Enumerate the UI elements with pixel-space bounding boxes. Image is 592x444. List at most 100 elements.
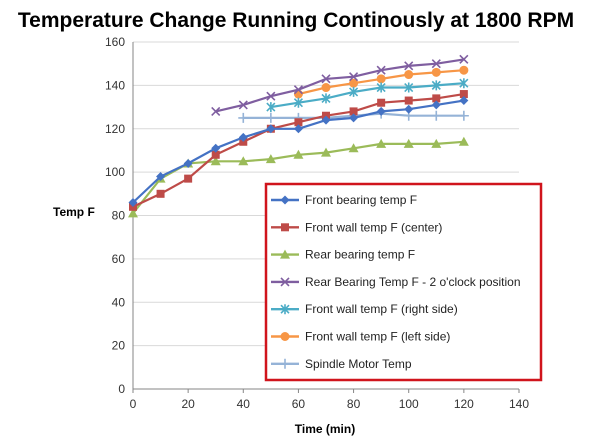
x-axis-label: Time (min) (295, 422, 355, 436)
x-tick-label: 20 (181, 397, 195, 411)
legend-label: Front wall temp F (left side) (305, 330, 450, 344)
data-point (294, 118, 303, 127)
data-point (266, 102, 276, 113)
legend-entry: Front wall temp F (right side) (271, 302, 458, 316)
y-tick-label: 160 (105, 35, 125, 49)
data-point (458, 110, 469, 121)
data-point (184, 174, 193, 183)
x-tick-label: 80 (347, 397, 361, 411)
data-point (349, 78, 359, 88)
x-tick-labels: 0 20 40 60 80 100 120 140 (130, 397, 530, 411)
data-point (377, 98, 386, 107)
data-point (349, 113, 359, 123)
x-tick-label: 60 (292, 397, 306, 411)
data-point (321, 74, 331, 84)
data-point (349, 86, 359, 97)
data-point (431, 138, 442, 148)
x-tick-label: 100 (399, 397, 419, 411)
data-point (183, 158, 193, 168)
legend-entry: Front wall temp F (center) (271, 220, 442, 234)
data-point (321, 115, 331, 125)
series-0 (128, 96, 469, 207)
y-tick-label: 120 (105, 122, 125, 136)
legend-swatch-marker (280, 304, 290, 315)
data-point (459, 65, 469, 75)
data-point (321, 93, 331, 104)
data-point (265, 112, 276, 123)
data-point (293, 149, 304, 159)
data-point (293, 85, 303, 95)
data-point (156, 171, 166, 181)
data-point (238, 112, 249, 123)
legend-label: Rear bearing temp F (305, 248, 415, 262)
data-point (211, 143, 221, 153)
x-tick-label: 120 (454, 397, 474, 411)
y-tick-label: 0 (118, 382, 125, 396)
legend-label: Front wall temp F (center) (305, 220, 442, 234)
data-point (376, 65, 386, 75)
y-tick-label: 20 (112, 339, 126, 353)
data-point (404, 96, 413, 105)
legend-swatch-marker (280, 277, 290, 287)
data-point (404, 61, 414, 71)
data-point (238, 132, 248, 142)
y-tick-label: 80 (112, 209, 126, 223)
data-point (431, 67, 441, 77)
legend-swatch-marker (280, 195, 290, 205)
legend-swatch-marker (280, 249, 290, 259)
data-point (459, 90, 468, 99)
data-point (431, 80, 441, 91)
legend-swatch-marker (280, 358, 290, 369)
legend-entry: Spindle Motor Temp (271, 357, 412, 371)
data-point (265, 154, 276, 164)
y-tick-label: 60 (112, 252, 126, 266)
legend-entry: Front wall temp F (left side) (271, 330, 450, 344)
data-point (211, 106, 221, 116)
legend-swatch-marker (280, 332, 290, 341)
chart-title: Temperature Change Running Continously a… (18, 9, 574, 32)
data-point (266, 91, 276, 101)
y-tick-label: 40 (112, 295, 126, 309)
data-point (210, 156, 221, 166)
data-point (458, 136, 469, 146)
x-tick-label: 0 (130, 397, 137, 411)
legend-label: Rear Bearing Temp F - 2 o'clock position (305, 275, 521, 289)
data-point (128, 197, 138, 207)
data-point (431, 100, 441, 110)
data-point (459, 78, 469, 89)
data-point (404, 70, 414, 80)
legend: Front bearing temp F Front wall temp F (c… (271, 193, 521, 371)
legend-entry: Rear bearing temp F (271, 248, 415, 262)
series-4 (266, 78, 469, 113)
data-point (156, 189, 165, 198)
data-point (376, 82, 386, 93)
y-tick-label: 140 (105, 78, 125, 92)
data-point (459, 54, 469, 64)
data-point (293, 124, 303, 134)
series-line (215, 58, 465, 113)
legend-box (264, 182, 543, 382)
series-line (270, 82, 464, 109)
data-point (211, 150, 220, 159)
data-point (431, 110, 442, 121)
series-layer (128, 54, 469, 218)
data-point (459, 96, 469, 106)
data-point (376, 106, 386, 116)
data-point (349, 107, 358, 116)
x-tick-label: 140 (509, 397, 529, 411)
x-tick-label: 40 (237, 397, 251, 411)
data-point (431, 59, 441, 69)
data-point (349, 72, 359, 82)
data-point (266, 124, 276, 134)
legend-swatch-marker (281, 223, 289, 232)
data-point (321, 83, 331, 93)
y-axis-label: Temp F (53, 205, 95, 219)
legend-label: Front bearing temp F (305, 193, 417, 207)
legend-entry: Rear Bearing Temp F - 2 o'clock position (271, 275, 521, 289)
data-point (293, 97, 303, 108)
data-point (376, 74, 386, 84)
data-point (404, 104, 414, 114)
data-point (432, 94, 441, 103)
legend-entry: Front bearing temp F (271, 193, 417, 207)
